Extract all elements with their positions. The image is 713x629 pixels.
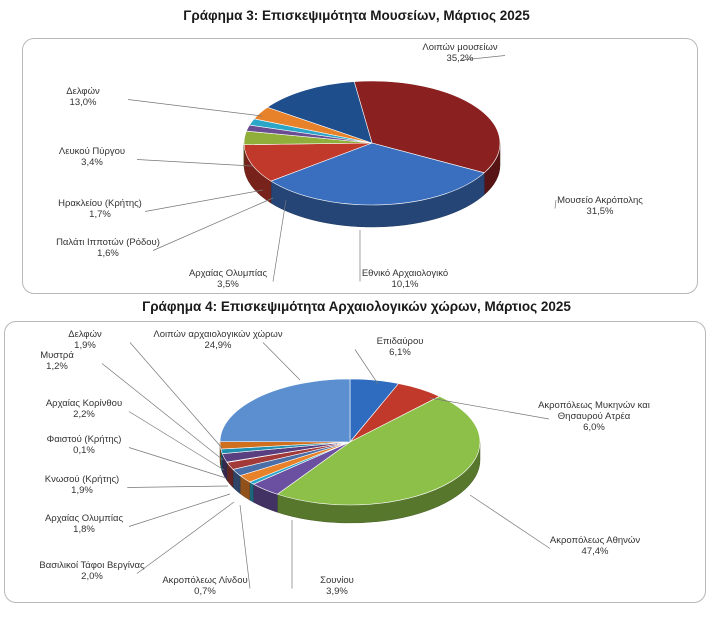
c3-leader-4	[152, 197, 274, 251]
c3-label-4: Παλάτι Ιπποτών (Ρόδου) 1,6%	[56, 237, 160, 259]
c4-leader-10	[101, 363, 224, 461]
c4-value-12: 24,9%	[205, 340, 232, 351]
c4-leader-4	[239, 504, 251, 589]
c3-label-6: Λευκού Πύργου 3,4%	[59, 146, 125, 168]
c4-slice-2	[276, 395, 481, 506]
c4-slice-side-4	[249, 481, 254, 503]
c4-label-12: Λοιπών αρχαιολογικών χώρων 24,9%	[153, 329, 282, 351]
c4-leader-9	[128, 411, 225, 471]
c4-value-0: 6,1%	[389, 347, 411, 358]
c3-leader-0	[461, 55, 506, 61]
chart3-title: Γράφημα 3: Επισκεψιμότητα Μουσείων, Μάρτ…	[183, 8, 530, 23]
c4-leader-8	[128, 447, 227, 479]
c4-label-2: Ακροπόλεως Αθηνών 47,4%	[550, 535, 640, 557]
c4-leader-6	[128, 493, 231, 527]
c3-label-0: Λοιπών μουσείων 35,2%	[422, 42, 498, 64]
c3-value-5: 1,7%	[89, 209, 111, 220]
c4-label-4: Ακροπόλεως Λίνδου 0,7%	[162, 575, 247, 597]
c3-label-3: Αρχαίας Ολυμπίας 3,5%	[189, 268, 268, 290]
c3-leader-3	[272, 199, 287, 282]
c3-value-0: 35,2%	[447, 53, 474, 64]
c3-value-4: 1,6%	[97, 248, 119, 259]
c3-value-6: 3,4%	[81, 157, 103, 168]
c4-leader-2	[469, 494, 551, 549]
c4-label-11: Δελφών 1,9%	[68, 329, 102, 351]
c3-label-5: Ηρακλείου (Κρήτης) 1,7%	[58, 198, 142, 220]
c4-leader-11	[129, 342, 223, 449]
c3-label-7: Δελφών 13,0%	[66, 86, 100, 108]
c4-value-4: 0,7%	[194, 586, 216, 597]
c3-slice-2	[243, 142, 373, 182]
c3-label-1: Μουσείο Ακρόπολης 31,5%	[557, 195, 643, 217]
c3-value-1: 31,5%	[587, 206, 614, 217]
c3-leader-7	[127, 99, 263, 117]
c4-label-1: Ακροπόλεως Μυκηνών και Θησαυρού Ατρέα 6,0%	[538, 400, 650, 433]
c4-label-7: Κνωσού (Κρήτης) 1,9%	[45, 474, 119, 496]
c3-slice-0	[353, 80, 501, 174]
c3-slice-1	[270, 142, 485, 206]
c4-label-10: Μυστρά 1,2%	[40, 350, 74, 372]
c4-label-5: Βασιλικοί Τάφοι Βεργίνας 2,0%	[39, 560, 145, 582]
c4-label-6: Αρχαίας Ολυμπίας 1,8%	[45, 513, 124, 535]
c3-slice-7	[266, 81, 373, 144]
c3-label-2: Εθνικό Αρχαιολογικό 10,1%	[362, 268, 448, 290]
c4-leader-1	[429, 397, 550, 420]
c4-label-8: Φαιστού (Κρήτης) 0,1%	[47, 434, 122, 456]
c4-label-9: Αρχαίας Κορίνθου 2,2%	[46, 398, 122, 420]
c4-value-1: 6,0%	[583, 422, 605, 433]
c4-value-8: 0,1%	[73, 445, 95, 456]
c4-value-10: 1,2%	[46, 361, 68, 372]
c3-value-3: 3,5%	[217, 279, 239, 290]
c4-value-2: 47,4%	[582, 546, 609, 557]
c4-value-5: 2,0%	[81, 571, 103, 582]
c4-value-7: 1,9%	[71, 485, 93, 496]
c4-label-3: Σουνίου 3,9%	[320, 575, 354, 597]
c3-value-2: 10,1%	[392, 279, 419, 290]
c4-leader-0	[354, 349, 379, 385]
c4-leader-7	[126, 485, 229, 488]
c3-leader-5	[144, 189, 264, 212]
c4-label-0: Επιδαύρου 6,1%	[377, 336, 424, 358]
c3-value-7: 13,0%	[70, 97, 97, 108]
c4-value-9: 2,2%	[73, 409, 95, 420]
c4-slice-12	[219, 378, 351, 443]
c3-leader-1	[554, 199, 557, 209]
c3-pie: Λοιπών μουσείων 35,2% Μουσείο Ακρόπολης 31,…	[56, 42, 643, 290]
c4-leader-12	[262, 342, 301, 381]
c4-value-11: 1,9%	[74, 340, 96, 351]
c4-pie: Επιδαύρου 6,1% Ακροπόλεως Μυκηνών και Θησαυ…	[39, 329, 650, 597]
chart4-title: Γράφημα 4: Επισκεψιμότητα Αρχαιολογικών …	[142, 299, 571, 314]
c4-value-3: 3,9%	[326, 586, 348, 597]
c4-value-6: 1,8%	[73, 524, 95, 535]
c4-leader-5	[136, 501, 235, 574]
c3-leader-6	[136, 159, 253, 167]
